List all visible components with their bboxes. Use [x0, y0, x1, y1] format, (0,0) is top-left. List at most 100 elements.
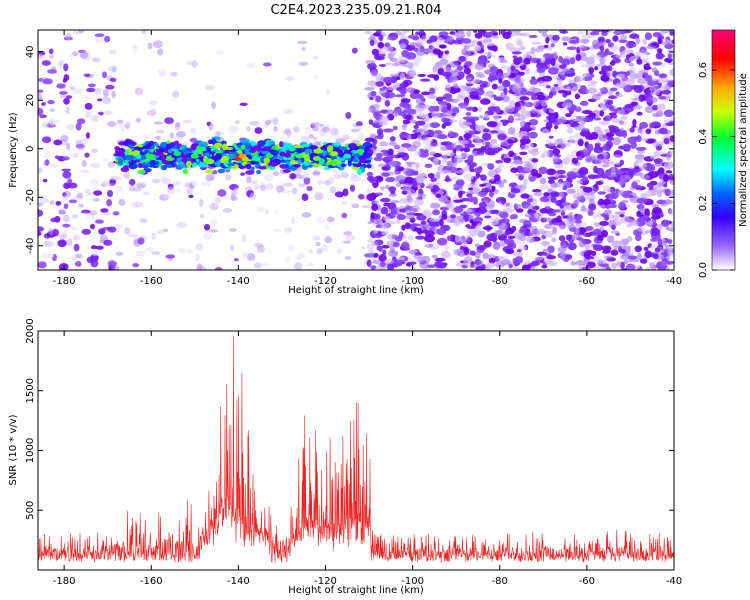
spectrogram-cell: [413, 198, 424, 206]
spectrogram-cell: [544, 44, 549, 49]
spectrogram-cell: [539, 177, 547, 185]
spectrogram-cell: [108, 49, 117, 55]
spectrogram-cell: [667, 53, 672, 60]
spectrogram-cell: [541, 128, 549, 134]
spectrogram-cell: [401, 224, 406, 231]
spectrogram-cell: [510, 65, 516, 71]
spectrogram-cell: [651, 203, 659, 209]
spectrogram-cell: [599, 221, 609, 226]
spectrogram-cell: [598, 198, 605, 207]
spectrogram-cell: [288, 244, 295, 252]
spectrogram-cell: [371, 48, 379, 56]
spectrogram-cell: [468, 187, 474, 191]
spectrogram-cell: [628, 62, 635, 67]
spectrogram-cell: [663, 109, 674, 118]
spectrogram-cell: [99, 234, 108, 242]
spectrogram-cell: [380, 185, 385, 191]
spectrogram-cell: [489, 177, 495, 181]
spectrogram-cell: [512, 257, 519, 264]
spectrogram-cell: [312, 156, 321, 161]
spectrogram-cell: [548, 135, 554, 139]
spectrogram-cell: [609, 104, 615, 112]
spectrogram-cell: [463, 246, 470, 255]
spectrogram-cell: [62, 215, 70, 223]
spectrogram-cell: [217, 168, 226, 174]
spectrogram-cell: [214, 196, 222, 204]
spectrogram-cell: [361, 205, 371, 209]
spectrogram-cell: [81, 159, 87, 167]
spectrogram-cell: [444, 50, 450, 55]
spectrogram-cell: [370, 212, 375, 220]
spectrogram-cell: [44, 159, 50, 166]
spectrogram-cell: [510, 188, 521, 194]
spectrogram-cell: [578, 116, 589, 121]
spectrogram-cell: [538, 166, 548, 175]
spectrogram-cell: [453, 206, 464, 214]
spectrogram-cell: [618, 201, 626, 210]
spectrogram-cell: [611, 67, 618, 72]
spectrogram-cell: [662, 199, 673, 205]
spectrogram-cell: [500, 197, 507, 205]
spectrogram-cell: [485, 141, 491, 145]
spectrogram-cell: [654, 247, 661, 253]
spectrogram-cell: [450, 70, 460, 77]
spectrogram-cell: [565, 113, 572, 118]
spectrogram-cell: [104, 110, 113, 115]
spectrogram-cell: [568, 217, 576, 225]
spectrogram-cell: [547, 245, 555, 254]
spectrogram-cell: [587, 210, 594, 216]
spectrogram-cell: [378, 63, 387, 68]
spectrogram-cell: [461, 140, 470, 144]
spectrogram-cell: [507, 127, 516, 135]
spectrogram-cell: [247, 169, 255, 174]
spectrogram-cell: [603, 209, 612, 215]
spectrogram-cell: [402, 183, 411, 189]
spectrogram-cell: [303, 161, 311, 166]
spectrogram-cell: [342, 240, 351, 244]
spectrogram-cell: [74, 261, 82, 267]
spectrogram-cell: [281, 189, 292, 195]
spectrogram-cell: [527, 225, 538, 230]
spectrogram-cell: [185, 160, 192, 168]
spectrogram-cell: [162, 177, 171, 185]
spectrogram-cell: [438, 31, 449, 36]
spectrogram-cell: [188, 194, 194, 199]
spectrogram-cell: [429, 107, 434, 113]
spectrogram-cell: [634, 233, 642, 242]
spectrogram-cell: [47, 69, 58, 74]
spectrogram-cell: [618, 120, 625, 125]
spectrogram-cell: [463, 67, 472, 75]
spectrogram-cell: [462, 116, 474, 121]
spectrogram-cell: [523, 102, 531, 108]
spectrogram-cell: [440, 250, 451, 259]
spectrogram-cell: [329, 128, 337, 135]
spectrogram-cell: [307, 164, 314, 168]
spectrogram-cell: [227, 162, 235, 167]
spectrogram-cell: [273, 125, 278, 133]
spectrogram-cell: [636, 135, 642, 143]
spectrogram-cell: [264, 209, 269, 215]
spectrogram-cell: [420, 128, 429, 136]
spectrogram-cell: [523, 57, 532, 62]
spectrogram-cell: [479, 152, 485, 156]
spectrogram-cell: [186, 188, 192, 194]
spectrogram-cell: [95, 245, 104, 250]
spectrogram-cell: [513, 203, 522, 210]
spectrogram-cell: [417, 150, 422, 156]
spectrogram-cell: [608, 95, 618, 99]
spectrogram-cell: [301, 46, 306, 51]
spectrogram-cell: [49, 200, 55, 205]
spectrogram-cell: [400, 98, 411, 104]
spectrogram-cell: [128, 162, 138, 170]
spectrogram-cell: [639, 207, 646, 212]
spectrogram-cell: [366, 171, 374, 177]
spectrogram-cell: [579, 100, 589, 107]
spectrogram-cell: [61, 156, 70, 161]
spectrogram-cell: [241, 234, 247, 243]
spectrogram-cell: [69, 85, 76, 90]
spectrogram-cell: [59, 60, 64, 67]
spectrogram-cell: [388, 186, 397, 193]
spectrogram-cell: [405, 213, 416, 220]
spectrogram-cell: [73, 243, 80, 252]
spectrogram-cell: [536, 191, 543, 197]
